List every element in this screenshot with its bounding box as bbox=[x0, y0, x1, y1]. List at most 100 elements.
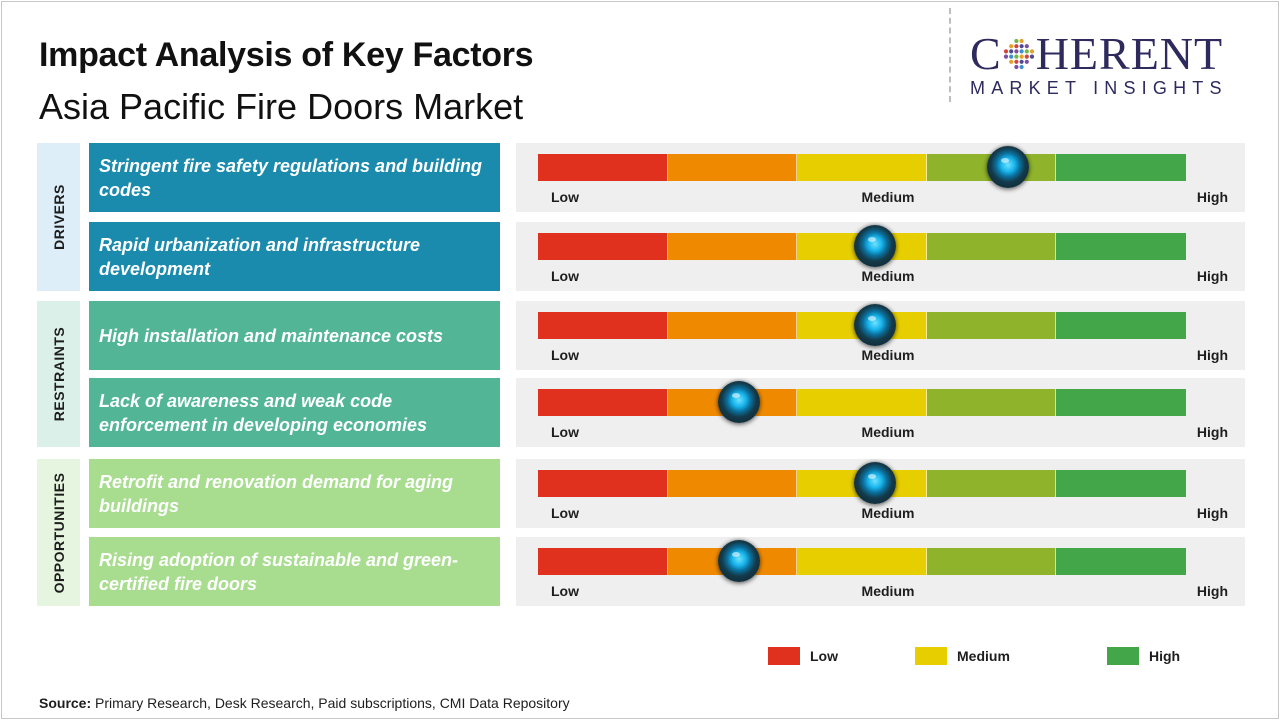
gauge-segment bbox=[667, 470, 798, 497]
gauge-label-high: High bbox=[1196, 268, 1228, 284]
impact-indicator-knob bbox=[717, 540, 760, 582]
gauge-segment bbox=[926, 389, 1057, 416]
gauge-segment bbox=[667, 154, 798, 181]
logo-dot bbox=[1013, 44, 1019, 49]
gauge-label-medium: Medium bbox=[861, 347, 915, 363]
gauge-label-high: High bbox=[1196, 424, 1228, 440]
logo-dot bbox=[1024, 44, 1029, 49]
logo-tagline: MARKET INSIGHTS bbox=[970, 78, 1228, 98]
logo-dot bbox=[1024, 49, 1029, 54]
gauge-segment bbox=[797, 548, 927, 575]
logo-dot bbox=[1013, 38, 1019, 44]
gauge-segment bbox=[538, 548, 668, 575]
category-label-drivers: DRIVERS bbox=[50, 184, 67, 250]
gauge-bar bbox=[538, 389, 1186, 416]
gauge-segment bbox=[926, 312, 1057, 339]
coherent-logo: C HERENT MARKET INSIGHTS bbox=[970, 30, 1262, 99]
gauge-label-medium: Medium bbox=[861, 424, 915, 440]
gauge-label-medium: Medium bbox=[861, 583, 915, 599]
logo-dot bbox=[1019, 44, 1024, 49]
gauge-label-low: Low bbox=[551, 268, 579, 284]
gauge-segment bbox=[926, 233, 1057, 260]
gauge-label-high: High bbox=[1196, 505, 1228, 521]
gauge-segment bbox=[1056, 312, 1186, 339]
gauge-label-high: High bbox=[1196, 583, 1228, 599]
category-restraints: RESTRAINTS bbox=[37, 301, 80, 447]
logo-wordmark: C HERENT bbox=[970, 30, 1262, 78]
source-text: Primary Research, Desk Research, Paid su… bbox=[91, 695, 570, 711]
factor-label: Rapid urbanization and infrastructure de… bbox=[89, 222, 500, 291]
gauge-segment bbox=[538, 154, 668, 181]
category-label-opportunities: OPPORTUNITIES bbox=[50, 472, 67, 593]
legend-swatch-low bbox=[768, 647, 800, 665]
impact-indicator-knob bbox=[853, 225, 896, 267]
logo-letters-herent: HERENT bbox=[1035, 28, 1224, 79]
logo-divider bbox=[949, 8, 951, 102]
gauge-segment bbox=[667, 312, 798, 339]
gauge-segment bbox=[538, 389, 668, 416]
gauge-segment bbox=[926, 470, 1057, 497]
source-prefix: Source: bbox=[39, 695, 92, 711]
category-label-restraints: RESTRAINTS bbox=[50, 326, 67, 422]
factor-label: High installation and maintenance costs bbox=[89, 301, 500, 370]
factor-label: Lack of awareness and weak code enforcem… bbox=[89, 378, 500, 447]
gauge-label-high: High bbox=[1196, 347, 1228, 363]
logo-dot bbox=[1019, 64, 1024, 70]
logo-dot bbox=[1024, 59, 1029, 64]
gauge-segment bbox=[1056, 389, 1186, 416]
logo-dot bbox=[1013, 49, 1019, 54]
legend-item-medium: Medium bbox=[915, 647, 1010, 665]
category-drivers: DRIVERS bbox=[37, 143, 80, 291]
chart-subtitle: Asia Pacific Fire Doors Market bbox=[39, 86, 524, 127]
dots-globe-icon bbox=[1002, 32, 1036, 70]
factor-label: Stringent fire safety regulations and bu… bbox=[89, 143, 500, 212]
factor-label: Retrofit and renovation demand for aging… bbox=[89, 459, 500, 528]
logo-dot bbox=[1019, 49, 1024, 54]
legend-label-low: Low bbox=[810, 648, 838, 664]
impact-indicator-knob bbox=[853, 304, 896, 346]
logo-dot bbox=[1029, 49, 1034, 54]
gauge-label-high: High bbox=[1196, 189, 1228, 205]
logo-dot bbox=[1013, 54, 1019, 59]
gauge-label-low: Low bbox=[551, 505, 579, 521]
gauge-segment bbox=[926, 548, 1057, 575]
gauge-label-low: Low bbox=[551, 583, 579, 599]
logo-dot bbox=[1008, 49, 1013, 54]
impact-indicator-knob bbox=[717, 381, 760, 423]
gauge-label-medium: Medium bbox=[861, 505, 915, 521]
gauge-bar bbox=[538, 470, 1186, 497]
gauge-segment bbox=[538, 233, 668, 260]
logo-dot bbox=[1029, 54, 1034, 59]
category-opportunities: OPPORTUNITIES bbox=[37, 459, 80, 606]
logo-dot bbox=[1003, 49, 1008, 54]
gauge-segment bbox=[797, 389, 927, 416]
gauge-segment bbox=[1056, 233, 1186, 260]
logo-dot bbox=[1024, 54, 1029, 59]
logo-dot bbox=[1008, 54, 1013, 59]
gauge-segment bbox=[538, 312, 668, 339]
logo-letter-c: C bbox=[970, 28, 1002, 79]
logo-dot bbox=[1003, 54, 1008, 59]
gauge-bar bbox=[538, 312, 1186, 339]
gauge-label-medium: Medium bbox=[861, 268, 915, 284]
gauge-segment bbox=[1056, 470, 1186, 497]
impact-indicator-knob bbox=[986, 146, 1029, 188]
legend-item-high: High bbox=[1107, 647, 1180, 665]
chart-title: Impact Analysis of Key Factors bbox=[39, 36, 534, 74]
legend-label-high: High bbox=[1149, 648, 1181, 664]
gauge-segment bbox=[667, 233, 798, 260]
gauge-segment bbox=[1056, 548, 1186, 575]
legend-label-medium: Medium bbox=[957, 648, 1010, 664]
logo-dot bbox=[1008, 59, 1013, 64]
logo-dot bbox=[1019, 54, 1024, 59]
logo-dot bbox=[1019, 38, 1024, 44]
gauge-label-low: Low bbox=[551, 424, 579, 440]
gauge-segment bbox=[538, 470, 668, 497]
gauge-bar bbox=[538, 548, 1186, 575]
gauge-bar bbox=[538, 154, 1186, 181]
gauge-label-medium: Medium bbox=[861, 189, 915, 205]
gauge-label-low: Low bbox=[551, 189, 579, 205]
legend-item-low: Low bbox=[768, 647, 838, 665]
logo-dot bbox=[1019, 59, 1024, 64]
